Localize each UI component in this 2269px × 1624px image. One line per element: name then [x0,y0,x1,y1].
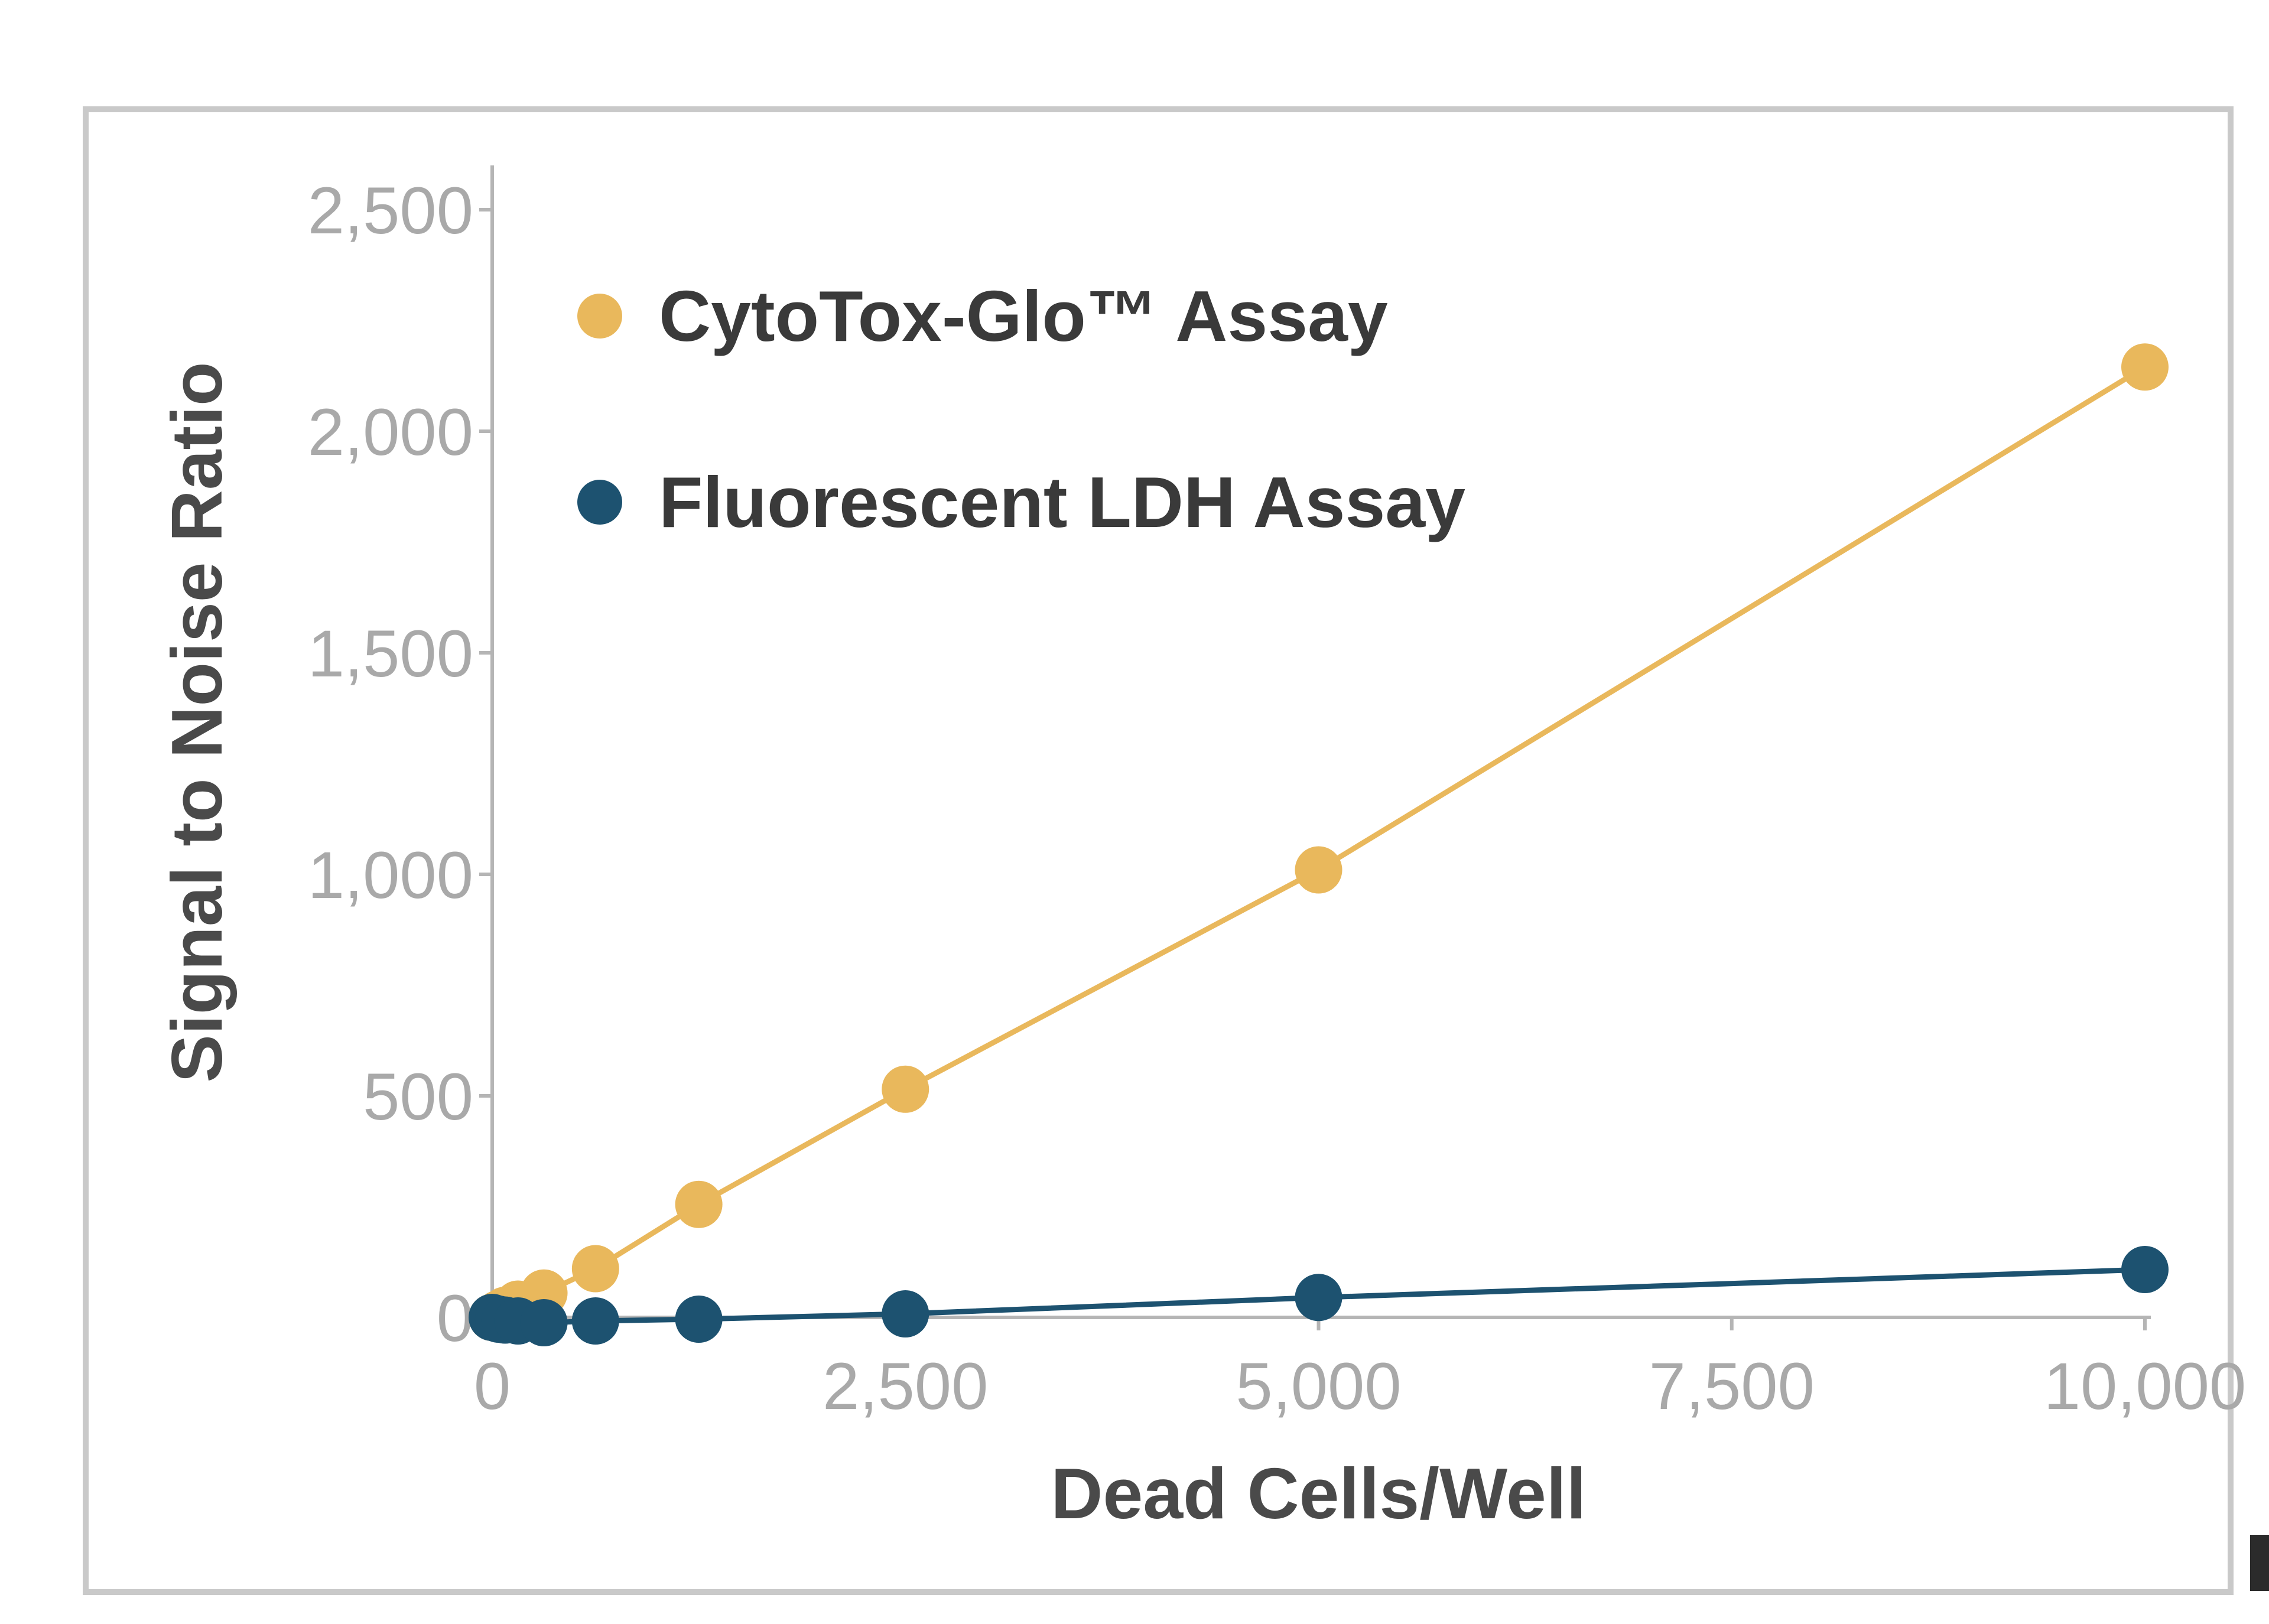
data-point-series-0 [2121,343,2169,391]
y-axis-title: Signal to Noise Ratio [157,362,237,1082]
series-points-group [469,343,2169,1346]
data-point-series-0 [1295,846,1342,894]
legend-label-cytotox-glo: CytoTox-Glo™ Assay [659,276,1388,356]
legend: CytoTox-Glo™ Assay Fluorescent LDH Assay [577,276,1465,542]
y-tick-label: 500 [363,1060,473,1134]
y-tick-label: 1,000 [308,838,473,912]
legend-marker-fluorescent-ldh [577,480,622,525]
y-tick-label: 2,000 [308,395,473,469]
x-axis-title: Dead Cells/Well [1051,1453,1586,1534]
data-point-series-1 [882,1290,929,1337]
data-point-series-1 [675,1296,723,1343]
x-ticks-group: 0 2,500 5,000 7,500 10,000 [474,1317,2246,1423]
y-tick-label: 0 [437,1281,473,1355]
data-point-series-1 [520,1299,568,1346]
x-tick-label: 10,000 [2044,1349,2247,1423]
data-point-series-1 [1295,1274,1342,1322]
legend-label-fluorescent-ldh: Fluorescent LDH Assay [659,462,1465,542]
data-point-series-0 [675,1180,723,1228]
data-point-series-0 [571,1245,619,1293]
x-tick-label: 7,500 [1649,1349,1815,1423]
x-tick-label: 5,000 [1236,1349,1401,1423]
data-point-series-0 [882,1065,929,1113]
y-ticks-group: 0 500 1,000 1,500 2,000 2,500 [308,174,492,1355]
chart-frame [83,106,2234,1595]
legend-marker-cytotox-glo [577,294,622,339]
x-tick-label: 2,500 [823,1349,988,1423]
y-tick-label: 2,500 [308,174,473,248]
x-tick-label: 0 [474,1349,511,1423]
data-point-series-1 [571,1297,619,1345]
y-tick-label: 1,500 [308,617,473,691]
corner-mark [2250,1535,2269,1591]
data-point-series-1 [2121,1246,2169,1293]
